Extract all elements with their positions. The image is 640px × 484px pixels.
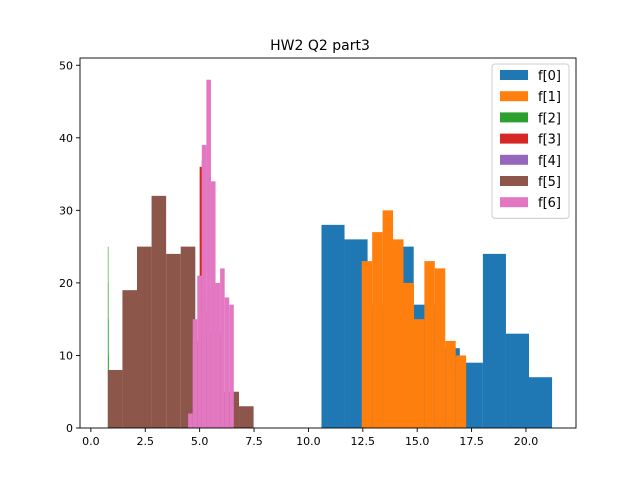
y-tick-label: 10 — [59, 349, 73, 362]
x-tick-label: 20.0 — [514, 435, 539, 448]
bar — [107, 369, 123, 428]
bar — [455, 355, 467, 428]
y-axis: 0 10 20 30 40 50 — [59, 59, 80, 435]
bar — [239, 406, 254, 428]
legend-label: f[6] — [538, 196, 561, 211]
bar — [229, 304, 234, 428]
bar — [505, 333, 530, 428]
x-tick-label: 12.5 — [351, 435, 376, 448]
legend-swatch — [500, 70, 528, 80]
bar — [321, 224, 345, 428]
x-axis: 0.0 2.5 5.0 7.5 10.0 12.5 15.0 17.5 20.0 — [82, 428, 538, 448]
legend-swatch — [500, 154, 528, 165]
x-tick-label: 2.5 — [137, 435, 155, 448]
series-6-bars — [188, 79, 234, 428]
bar — [529, 377, 553, 428]
bar — [166, 253, 181, 428]
x-tick-label: 7.5 — [245, 435, 263, 448]
y-tick-label: 20 — [59, 277, 73, 290]
x-tick-label: 0.0 — [82, 435, 100, 448]
bar — [434, 268, 446, 428]
x-tick-label: 17.5 — [459, 435, 484, 448]
legend-label: f[2] — [538, 111, 561, 126]
bar — [210, 181, 216, 428]
legend-label: f[0] — [538, 69, 561, 84]
bar — [151, 195, 167, 428]
bar — [192, 319, 198, 428]
bar — [424, 261, 435, 428]
bar — [482, 253, 506, 428]
x-tick-label: 15.0 — [405, 435, 430, 448]
bar — [122, 290, 137, 428]
bar — [201, 145, 207, 428]
bar — [382, 210, 394, 428]
legend-swatch — [500, 91, 528, 102]
legend-label: f[1] — [538, 90, 561, 105]
legend-label: f[4] — [538, 154, 561, 169]
x-tick-label: 10.0 — [296, 435, 321, 448]
bar — [180, 246, 196, 428]
bar — [224, 297, 230, 428]
legend-swatch — [500, 112, 528, 123]
bar — [372, 232, 383, 428]
bar — [220, 268, 225, 428]
bar — [136, 246, 152, 428]
y-tick-label: 40 — [59, 132, 73, 145]
bar — [361, 261, 373, 428]
bar — [445, 340, 456, 428]
bar — [206, 79, 211, 428]
chart-title: HW2 Q2 part3 — [270, 38, 370, 54]
axes-frame — [79, 57, 577, 429]
bar — [197, 275, 202, 428]
bar — [413, 319, 425, 428]
legend: f[0] f[1] f[2] f[3] f[4] f[5] f[6] — [491, 63, 570, 219]
bar — [188, 413, 193, 428]
bar — [215, 282, 221, 428]
legend-label: f[3] — [538, 133, 561, 148]
bars-layer — [107, 79, 553, 428]
legend-swatch — [500, 197, 528, 208]
bar — [393, 239, 404, 428]
bar — [403, 282, 414, 428]
y-tick-label: 0 — [66, 422, 73, 435]
x-tick-label: 5.0 — [191, 435, 209, 448]
y-tick-label: 30 — [59, 204, 73, 217]
y-tick-label: 50 — [59, 59, 73, 72]
legend-label: f[5] — [538, 175, 561, 190]
legend-swatch — [500, 176, 528, 186]
series-1-bars — [361, 210, 467, 428]
legend-swatch — [500, 133, 528, 144]
